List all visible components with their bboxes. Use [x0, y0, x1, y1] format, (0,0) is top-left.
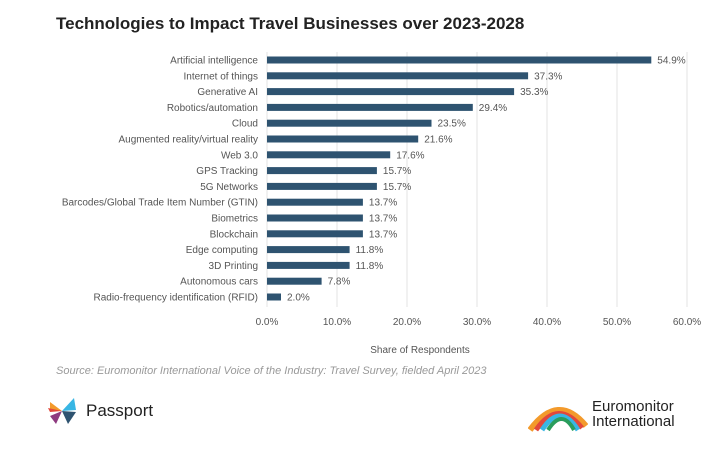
- bar: [267, 230, 363, 238]
- data-label: 13.7%: [369, 214, 397, 225]
- category-label: Web 3.0: [221, 150, 258, 161]
- data-label: 15.7%: [383, 166, 411, 177]
- bar: [267, 261, 350, 269]
- category-label: 5G Networks: [200, 182, 258, 193]
- data-label: 7.8%: [328, 277, 351, 288]
- data-label: 17.6%: [396, 150, 424, 161]
- passport-logo-icon: [48, 398, 76, 424]
- x-tick-label: 0.0%: [256, 317, 279, 328]
- category-label: Biometrics: [211, 214, 258, 225]
- data-label: 21.6%: [424, 135, 452, 146]
- bar: [267, 293, 281, 301]
- category-label: Artificial intelligence: [170, 56, 258, 67]
- category-label: Robotics/automation: [167, 103, 258, 114]
- category-label: GPS Tracking: [196, 166, 258, 177]
- bar-chart: 0.0% 10.0% 20.0% 30.0% 40.0% 50.0% 60.0% Artifi…: [62, 52, 701, 356]
- bar: [267, 182, 377, 190]
- bar: [267, 246, 350, 254]
- category-label: Barcodes/Global Trade Item Number (GTIN): [62, 198, 258, 209]
- source-note: Source: Euromonitor International Voice …: [56, 365, 487, 377]
- bar: [267, 198, 363, 206]
- category-label: Edge computing: [186, 245, 258, 256]
- data-label: 37.3%: [534, 71, 562, 82]
- category-label: Augmented reality/virtual reality: [118, 135, 258, 146]
- x-tick-label: 30.0%: [463, 317, 491, 328]
- euromonitor-line2: International: [592, 413, 675, 430]
- x-axis-title: Share of Respondents: [370, 345, 470, 356]
- data-label: 13.7%: [369, 229, 397, 240]
- category-label: Autonomous cars: [180, 277, 258, 288]
- category-label: 3D Printing: [209, 261, 258, 272]
- bar: [267, 119, 432, 127]
- data-label: 11.8%: [356, 245, 384, 256]
- bar: [267, 103, 473, 111]
- euromonitor-line1: Euromonitor: [592, 398, 674, 415]
- bar: [267, 151, 391, 159]
- bar: [267, 167, 377, 175]
- data-label: 11.8%: [356, 261, 384, 272]
- bar: [267, 214, 363, 222]
- passport-logo: Passport: [46, 396, 153, 426]
- x-tick-label: 20.0%: [393, 317, 421, 328]
- passport-logo-text: Passport: [86, 401, 154, 420]
- euromonitor-logo: Euromonitor International: [528, 396, 675, 432]
- x-tick-label: 60.0%: [673, 317, 701, 328]
- chart-title: Technologies to Impact Travel Businesses…: [56, 14, 525, 33]
- euromonitor-logo-icon: [528, 407, 588, 432]
- bar: [267, 72, 529, 80]
- x-tick-label: 40.0%: [533, 317, 561, 328]
- category-label: Internet of things: [184, 71, 259, 82]
- bar: [267, 135, 419, 143]
- data-label: 15.7%: [383, 182, 411, 193]
- x-tick-label: 50.0%: [603, 317, 631, 328]
- data-label: 54.9%: [657, 56, 685, 67]
- euromonitor-logo-text: Euromonitor International: [592, 399, 675, 429]
- bar: [267, 88, 515, 96]
- bar: [267, 277, 322, 285]
- bar: [267, 56, 652, 64]
- data-label: 13.7%: [369, 198, 397, 209]
- x-tick-label: 10.0%: [323, 317, 351, 328]
- data-label: 29.4%: [479, 103, 507, 114]
- data-label: 2.0%: [287, 293, 310, 304]
- category-label: Blockchain: [210, 229, 258, 240]
- data-label: 35.3%: [520, 87, 548, 98]
- category-label: Cloud: [232, 119, 258, 130]
- data-label: 23.5%: [438, 119, 466, 130]
- category-label: Generative AI: [197, 87, 258, 98]
- category-label: Radio-frequency identification (RFID): [93, 293, 258, 304]
